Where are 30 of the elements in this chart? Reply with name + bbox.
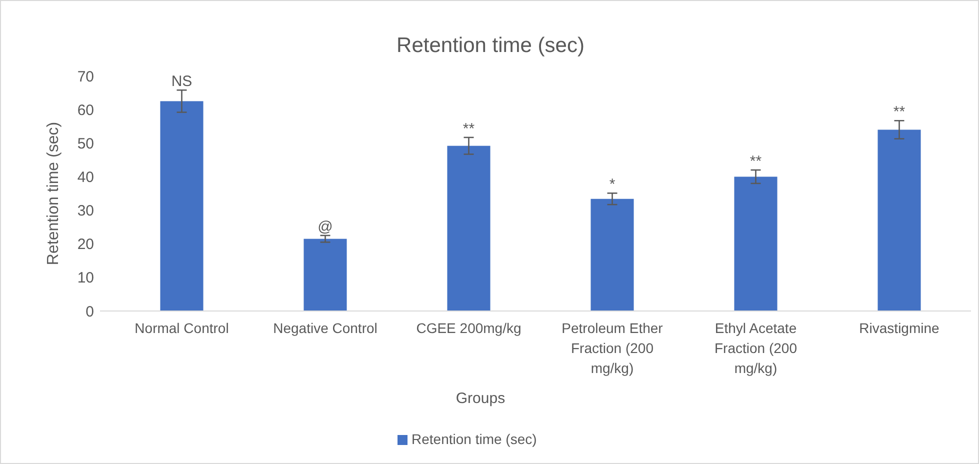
bar (590, 198, 634, 311)
x-tick-label: Negative Control (273, 320, 378, 336)
bar (160, 101, 204, 311)
x-tick-label: Petroleum Ether Fraction (200 mg/kg) (562, 320, 664, 376)
annotation: ** (750, 153, 762, 170)
x-tick-label: Rivastigmine (859, 320, 940, 336)
annotation: * (609, 176, 616, 194)
bar (447, 146, 490, 311)
annotation: @ (318, 218, 333, 236)
annotation: NS (171, 73, 192, 90)
legend-label: Retention time (sec) (412, 431, 537, 447)
annotation: ** (893, 104, 906, 121)
y-tick-label: 40 (77, 168, 94, 186)
y-tick-label: 60 (77, 102, 94, 119)
y-tick-label: 20 (77, 236, 94, 254)
y-tick-label: 0 (86, 303, 94, 320)
annotation: ** (462, 120, 475, 138)
x-tick-label: Ethyl Acetate Fraction (200 mg/kg) (714, 320, 798, 376)
y-axis-title: Retention time (sec) (45, 122, 62, 266)
bar (304, 238, 347, 311)
x-tick-label: CGEE 200mg/kg (416, 320, 522, 336)
chart-title: Retention time (sec) (396, 34, 584, 57)
bar (734, 176, 778, 311)
y-tick-label: 10 (77, 270, 94, 287)
y-tick-label: 30 (77, 202, 94, 220)
x-tick-label: Normal Control (134, 320, 229, 336)
bar (878, 130, 921, 311)
y-tick-label: 50 (77, 135, 94, 152)
y-tick-label: 70 (77, 68, 94, 86)
x-axis-title: Groups (456, 390, 506, 407)
